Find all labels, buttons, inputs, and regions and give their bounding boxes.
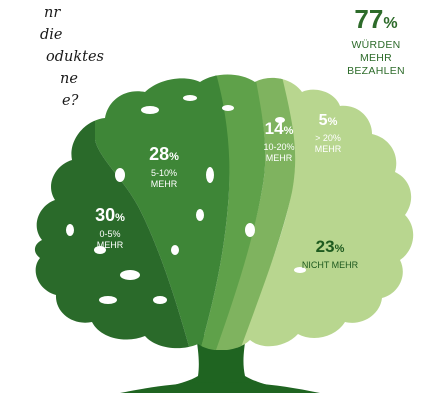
total-value: 77% (337, 4, 415, 39)
segment-10-20-mehr (200, 74, 266, 350)
label-segment-28: 28% 5-10% MEHR (136, 143, 192, 190)
segment-label-line: NICHT MEHR (301, 260, 359, 270)
total-label-line: WÜRDEN (351, 39, 401, 51)
canopy-gaps (66, 95, 306, 304)
question-line: die (40, 27, 63, 43)
segment-label-line: 5-10% (150, 168, 177, 178)
total-number: 77 (354, 4, 384, 34)
segment-number: 23 (315, 237, 335, 256)
total-label-line: MEHR (359, 52, 393, 64)
segment-value: 23% (290, 236, 370, 260)
segment-unit: % (327, 116, 338, 128)
label-segment-23: 23% NICHT MEHR (290, 236, 370, 271)
total-unit: % (383, 15, 398, 32)
question-line: oduktes (46, 49, 104, 65)
question-line: nr (44, 5, 61, 21)
segment-unit: % (283, 125, 294, 137)
segment-label-line: > 20% (315, 133, 341, 143)
segment-unit: % (115, 212, 125, 224)
total-callout: 77% WÜRDEN MEHR BEZAHLEN (337, 4, 415, 78)
segment-label-line: MEHR (96, 240, 124, 250)
segment-number: 14 (264, 119, 284, 138)
tree-roots (120, 382, 320, 393)
segment-label-line: MEHR (150, 179, 178, 189)
segment-value: 30% (84, 204, 136, 229)
segment-5-10-mehr (95, 74, 230, 350)
tree-trunk (140, 335, 300, 392)
question-line: ne (60, 71, 78, 87)
segment-label-line: 10-20% (263, 142, 295, 152)
question-line: e? (62, 93, 79, 109)
label-segment-30: 30% 0-5% MEHR (84, 204, 136, 251)
total-label-line: BEZAHLEN (347, 65, 405, 77)
segment-unit: % (334, 243, 345, 255)
segment-value: 14% (250, 118, 308, 142)
segment-label-line: MEHR (314, 144, 342, 154)
segment-number: 30 (95, 205, 116, 225)
segment-value: 28% (136, 143, 192, 168)
segment-label-line: 0-5% (99, 229, 121, 239)
segment-number: 28 (149, 144, 170, 164)
segment-unit: % (169, 151, 179, 163)
segment-label-line: MEHR (265, 153, 293, 163)
label-segment-14: 14% 10-20% MEHR (250, 118, 308, 164)
segment-number: 5 (318, 112, 328, 129)
question-text: nr die oduktes ne e? (0, 2, 130, 112)
label-segment-5: 5% > 20% MEHR (308, 110, 348, 155)
segment-value: 5% (308, 110, 348, 133)
segment-ueber-20-mehr (214, 74, 296, 350)
